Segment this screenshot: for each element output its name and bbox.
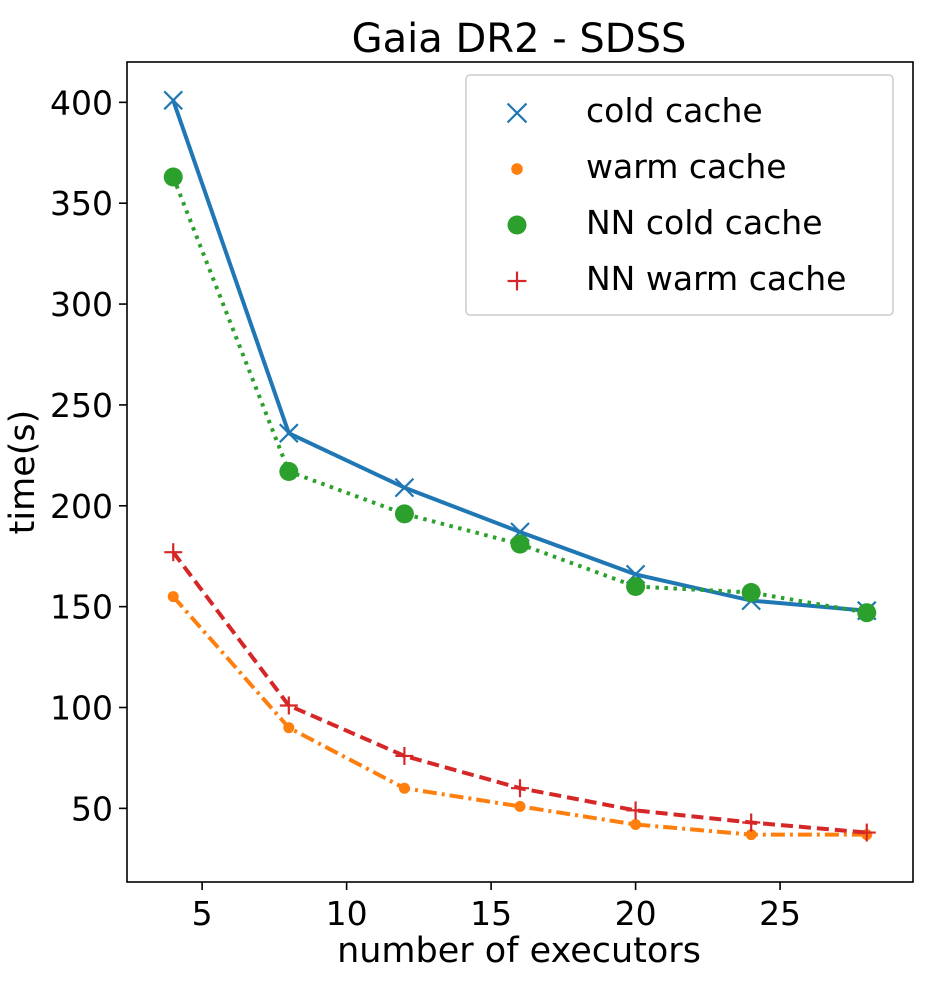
dot-marker xyxy=(394,504,414,524)
marker-stroke xyxy=(506,102,528,124)
x-axis-label: number of executors xyxy=(337,931,701,971)
y-axis-label: time(s) xyxy=(3,410,43,535)
x-tick-label: 5 xyxy=(192,894,213,933)
legend-label: NN warm cache xyxy=(586,259,846,298)
plus-marker xyxy=(742,813,761,832)
marker-stroke xyxy=(279,423,299,443)
legend-box xyxy=(465,74,894,316)
plus-marker xyxy=(857,823,876,842)
dot-marker xyxy=(511,163,523,175)
legend-label: warm cache xyxy=(586,147,787,186)
dot-marker xyxy=(626,576,646,596)
x-tick-label: 15 xyxy=(470,894,512,933)
series-NN-cold-cache xyxy=(163,167,877,623)
series-line xyxy=(171,595,867,837)
plus-marker xyxy=(507,271,527,291)
marker-stroke xyxy=(394,477,415,498)
chart-title: Gaia DR2 - SDSS xyxy=(352,16,687,62)
plus-marker xyxy=(279,696,298,715)
y-tick-label: 300 xyxy=(50,285,113,324)
y-tick-label: 250 xyxy=(50,386,113,425)
plot-area xyxy=(126,61,914,883)
x-marker xyxy=(394,477,415,498)
plus-marker xyxy=(626,801,645,820)
dot-marker xyxy=(283,722,295,734)
series-warm-cache xyxy=(167,591,873,841)
dot-marker xyxy=(741,583,761,603)
series-NN-warm-cache xyxy=(164,543,876,842)
dot-marker xyxy=(510,534,530,554)
dot-marker xyxy=(857,603,877,623)
legend-label: cold cache xyxy=(586,91,763,130)
dot-marker xyxy=(279,461,299,481)
plus-marker xyxy=(395,746,414,765)
dot-marker xyxy=(167,591,179,603)
y-tick-label: 100 xyxy=(50,689,113,728)
y-tick-label: 200 xyxy=(50,487,113,526)
x-axis: 5 10 15 20 25 xyxy=(192,882,801,933)
x-tick-label: 10 xyxy=(326,894,368,933)
x-tick-label: 20 xyxy=(615,894,657,933)
legend-label: NN cold cache xyxy=(586,203,823,242)
dot-marker xyxy=(507,215,527,235)
marker-stroke xyxy=(163,90,184,111)
dot-marker xyxy=(163,167,183,187)
x-tick-label: 25 xyxy=(759,894,801,933)
plus-marker xyxy=(511,779,529,798)
dot-marker xyxy=(514,800,526,812)
dot-marker xyxy=(745,829,757,841)
plus-marker xyxy=(164,543,183,562)
series-layer xyxy=(163,90,877,842)
dot-marker xyxy=(398,782,410,794)
x-marker xyxy=(506,102,528,124)
y-tick-label: 150 xyxy=(50,588,113,627)
y-axis: 50 100 150 200 250 300 350 400 xyxy=(50,83,127,828)
y-tick-label: 400 xyxy=(50,83,113,122)
x-marker xyxy=(279,423,299,443)
legend: cold cache warm cache NN cold cache NN warm… xyxy=(465,74,894,316)
y-tick-label: 50 xyxy=(71,789,113,828)
x-marker xyxy=(163,90,184,111)
dot-marker xyxy=(630,819,642,831)
y-tick-label: 350 xyxy=(50,184,113,223)
